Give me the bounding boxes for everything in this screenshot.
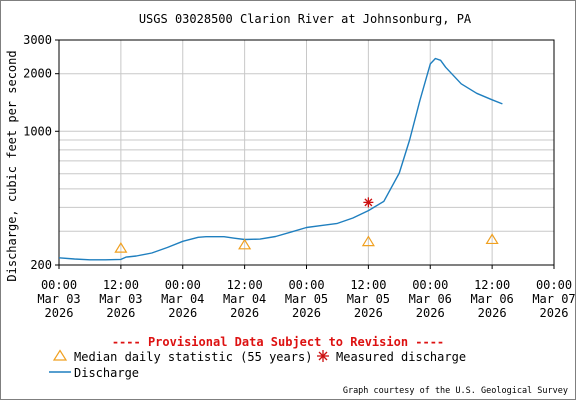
x-tick-label: 2026 (230, 306, 259, 320)
x-tick-label: 2026 (478, 306, 507, 320)
x-tick-label: Mar 06 (470, 292, 513, 306)
credit-text: Graph courtesy of the U.S. Geological Su… (343, 386, 568, 396)
x-tick-label: Mar 03 (99, 292, 142, 306)
y-tick-label: 3000 (23, 33, 52, 47)
x-tick-label: 12:00 (350, 278, 386, 292)
measured-marker (363, 197, 374, 208)
discharge-line (58, 57, 503, 261)
x-tick-label: Mar 05 (347, 292, 390, 306)
triangle-icon (52, 349, 68, 361)
y-tick-label: 1000 (23, 124, 52, 138)
x-tick-label: Mar 06 (409, 292, 452, 306)
x-tick-label: 2026 (168, 306, 197, 320)
x-tick-label: 2026 (354, 306, 383, 320)
x-tick-label: 2026 (106, 306, 135, 320)
median-marker (361, 235, 375, 247)
x-tick-label: 00:00 (412, 278, 448, 292)
x-tick-label: Mar 04 (223, 292, 266, 306)
legend-discharge-label: Discharge (74, 366, 139, 380)
median-marker (238, 238, 252, 250)
legend-measured-label: Measured discharge (336, 350, 466, 364)
x-tick-label: 2026 (540, 306, 569, 320)
x-tick-label: 2026 (45, 306, 74, 320)
series-layer (58, 57, 503, 261)
y-tick-label: 200 (30, 258, 52, 272)
x-tick-label: 12:00 (103, 278, 139, 292)
legend: Median daily statistic (55 years) Measur… (49, 349, 466, 380)
x-tick-label: 00:00 (165, 278, 201, 292)
x-tick-label: Mar 04 (161, 292, 204, 306)
median-marker (485, 233, 499, 245)
x-tick-label: 00:00 (536, 278, 572, 292)
x-tick-label: Mar 07 (532, 292, 575, 306)
legend-median-label: Median daily statistic (55 years) (74, 350, 312, 364)
grid-lines (58, 39, 555, 266)
provisional-notice: ---- Provisional Data Subject to Revisio… (112, 335, 444, 349)
y-tick-label: 2000 (23, 67, 52, 81)
x-tick-label: 12:00 (474, 278, 510, 292)
x-tick-label: 00:00 (288, 278, 324, 292)
asterisk-icon (317, 350, 329, 362)
y-axis-label: Discharge, cubic feet per second (5, 50, 19, 281)
x-tick-label: 00:00 (41, 278, 77, 292)
chart-title: USGS 03028500 Clarion River at Johnsonbu… (139, 12, 472, 26)
x-tick-label: 12:00 (227, 278, 263, 292)
x-tick-label: Mar 03 (37, 292, 80, 306)
median-marker (114, 241, 128, 253)
x-tick-label: 2026 (292, 306, 321, 320)
x-tick-label: 2026 (416, 306, 445, 320)
x-tick-label: Mar 05 (285, 292, 328, 306)
